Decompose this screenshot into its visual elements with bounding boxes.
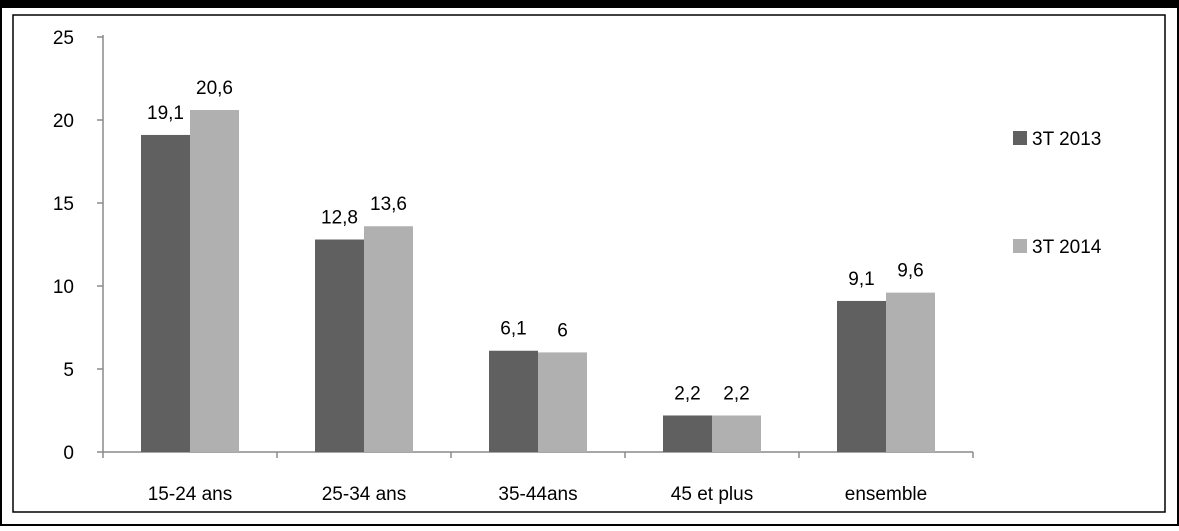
y-tick-label: 25 — [53, 28, 74, 49]
data-label: 20,6 — [196, 78, 233, 99]
y-tick-label: 15 — [53, 194, 74, 215]
bar-2014 — [538, 352, 587, 452]
data-label: 2,2 — [723, 383, 749, 404]
y-tick-label: 20 — [53, 111, 74, 132]
bar-2013 — [489, 350, 538, 452]
legend-label: 3T 2013 — [1032, 129, 1101, 150]
y-tick-label: 10 — [53, 277, 74, 298]
data-label: 2,2 — [674, 383, 700, 404]
x-tick-label: 25-34 ans — [322, 484, 407, 505]
data-label: 6 — [557, 320, 568, 341]
bars — [141, 110, 935, 452]
bar-2013 — [315, 239, 364, 452]
bar-2013 — [837, 300, 886, 452]
bar-2014 — [190, 110, 239, 452]
data-label: 9,1 — [848, 269, 874, 290]
legend: 3T 2013 3T 2014 — [1013, 129, 1102, 258]
chart-top-bar — [0, 0, 1179, 8]
axes: 0 5 10 15 20 25 15-24 ans 25-34 ans 35-44ans 45 e… — [53, 28, 974, 505]
legend-label: 3T 2014 — [1032, 237, 1102, 258]
x-tick-label: 35-44ans — [498, 484, 577, 505]
legend-swatch — [1013, 239, 1027, 253]
bar-2014 — [364, 226, 413, 452]
data-label: 6,1 — [500, 319, 526, 340]
plot-border — [12, 14, 1166, 513]
x-tick-label: 15-24 ans — [148, 484, 233, 505]
data-label: 9,6 — [897, 261, 923, 282]
x-tick-label: 45 et plus — [671, 484, 753, 505]
y-tick-label: 0 — [63, 443, 74, 464]
data-label: 19,1 — [147, 103, 184, 124]
y-tick-label: 5 — [63, 360, 74, 381]
bar-2014 — [886, 292, 935, 452]
x-tick-label: ensemble — [845, 484, 927, 505]
data-label: 13,6 — [370, 194, 407, 215]
data-labels: 19,1 20,6 12,8 13,6 6,1 6 2,2 2,2 9,1 9,6 — [147, 78, 924, 404]
legend-swatch — [1013, 131, 1027, 145]
bar-2013 — [141, 134, 190, 452]
bar-2013 — [663, 415, 712, 452]
data-label: 12,8 — [321, 208, 358, 229]
bar-2014 — [712, 415, 761, 452]
